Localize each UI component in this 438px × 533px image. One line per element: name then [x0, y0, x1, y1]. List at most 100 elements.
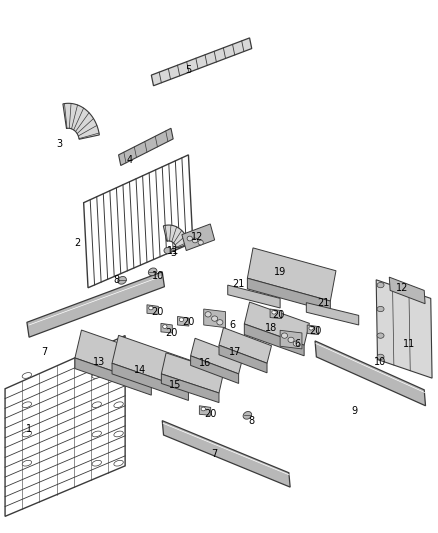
Polygon shape	[75, 358, 151, 395]
Text: 20: 20	[272, 310, 284, 320]
Text: 17: 17	[230, 346, 242, 357]
Polygon shape	[270, 309, 282, 319]
Ellipse shape	[288, 337, 294, 343]
Text: 5: 5	[185, 65, 191, 75]
Text: 3: 3	[57, 139, 63, 149]
Text: 7: 7	[212, 449, 218, 458]
Text: 20: 20	[165, 328, 177, 338]
Ellipse shape	[179, 318, 184, 321]
Ellipse shape	[114, 431, 124, 437]
Polygon shape	[63, 103, 99, 139]
Ellipse shape	[243, 411, 252, 419]
Polygon shape	[112, 335, 195, 390]
Text: 18: 18	[265, 322, 278, 333]
Polygon shape	[177, 317, 189, 326]
Polygon shape	[244, 324, 304, 356]
Text: 11: 11	[403, 338, 415, 349]
Polygon shape	[376, 280, 432, 378]
Text: 20: 20	[152, 306, 164, 317]
Ellipse shape	[201, 407, 205, 411]
Ellipse shape	[149, 306, 153, 310]
Text: 16: 16	[199, 358, 211, 368]
Text: 8: 8	[249, 416, 255, 426]
Polygon shape	[161, 353, 224, 393]
Text: 20: 20	[182, 317, 194, 327]
Polygon shape	[151, 38, 252, 86]
Text: 6: 6	[294, 338, 300, 349]
Ellipse shape	[22, 461, 32, 466]
Polygon shape	[182, 224, 215, 251]
Text: 1: 1	[26, 424, 32, 434]
Text: 21: 21	[233, 279, 245, 288]
Ellipse shape	[118, 277, 127, 284]
Ellipse shape	[114, 461, 124, 466]
Ellipse shape	[92, 431, 102, 437]
Polygon shape	[75, 330, 158, 384]
Ellipse shape	[293, 341, 299, 346]
Ellipse shape	[22, 431, 32, 437]
Ellipse shape	[272, 310, 276, 314]
Text: 20: 20	[204, 409, 216, 419]
Polygon shape	[163, 225, 189, 248]
Polygon shape	[228, 285, 280, 308]
Ellipse shape	[377, 282, 384, 288]
Text: 12: 12	[396, 283, 409, 293]
Ellipse shape	[162, 325, 167, 328]
Ellipse shape	[114, 373, 124, 378]
Text: 3: 3	[170, 248, 176, 258]
Text: 4: 4	[127, 155, 133, 165]
Ellipse shape	[92, 402, 102, 408]
Polygon shape	[247, 278, 330, 312]
Text: 7: 7	[41, 346, 47, 357]
Text: 9: 9	[351, 406, 357, 416]
Polygon shape	[27, 272, 164, 337]
Ellipse shape	[377, 306, 384, 312]
Ellipse shape	[92, 373, 102, 378]
Ellipse shape	[217, 320, 223, 325]
Ellipse shape	[114, 402, 124, 408]
Polygon shape	[5, 336, 125, 516]
Text: 11: 11	[167, 246, 179, 255]
Text: 10: 10	[374, 357, 387, 367]
Ellipse shape	[377, 354, 384, 360]
Ellipse shape	[148, 268, 157, 276]
Ellipse shape	[212, 316, 218, 321]
Polygon shape	[244, 302, 309, 345]
Ellipse shape	[187, 236, 192, 241]
Polygon shape	[306, 303, 359, 325]
Text: 14: 14	[134, 365, 147, 375]
Ellipse shape	[92, 461, 102, 466]
Polygon shape	[161, 324, 172, 333]
Polygon shape	[191, 338, 243, 374]
Ellipse shape	[22, 373, 32, 378]
Polygon shape	[315, 341, 426, 406]
Text: 13: 13	[93, 357, 105, 367]
Polygon shape	[162, 421, 290, 487]
Polygon shape	[219, 328, 272, 364]
Polygon shape	[147, 305, 158, 314]
Text: 20: 20	[309, 326, 321, 336]
Polygon shape	[84, 155, 193, 288]
Ellipse shape	[282, 333, 288, 338]
Polygon shape	[280, 330, 302, 349]
Text: 15: 15	[169, 379, 181, 390]
Polygon shape	[307, 325, 318, 335]
Polygon shape	[191, 356, 239, 383]
Polygon shape	[119, 128, 173, 165]
Polygon shape	[219, 345, 267, 373]
Polygon shape	[204, 309, 226, 328]
Ellipse shape	[198, 240, 203, 245]
Text: 12: 12	[191, 232, 203, 243]
Polygon shape	[389, 277, 425, 304]
Text: 19: 19	[274, 267, 286, 277]
Text: 21: 21	[318, 297, 330, 308]
Ellipse shape	[22, 402, 32, 408]
Ellipse shape	[192, 238, 198, 243]
Text: 6: 6	[229, 320, 235, 330]
Polygon shape	[247, 248, 336, 301]
Text: 2: 2	[74, 238, 80, 247]
Ellipse shape	[377, 333, 384, 338]
Polygon shape	[199, 406, 211, 415]
Text: 8: 8	[113, 275, 120, 285]
Ellipse shape	[164, 247, 172, 254]
